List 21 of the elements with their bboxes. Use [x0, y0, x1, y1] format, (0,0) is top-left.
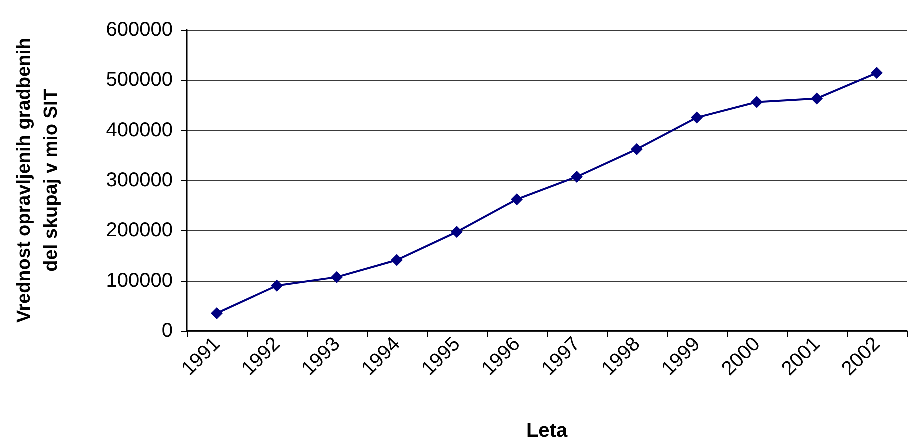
point	[571, 170, 583, 183]
point	[451, 226, 463, 238]
point	[391, 254, 403, 266]
point	[871, 67, 883, 80]
point	[691, 112, 703, 124]
y-tick-label: 300000	[106, 170, 173, 192]
y-tick-label: 100000	[106, 270, 173, 292]
y-tick-label: 600000	[106, 19, 173, 41]
y-tick-label: 0	[162, 320, 173, 342]
y-tick-label: 200000	[106, 220, 173, 242]
point	[211, 307, 223, 320]
y-tick-label: 500000	[106, 69, 173, 92]
point	[271, 280, 283, 292]
point	[751, 96, 763, 108]
point	[811, 92, 823, 105]
y-axis-title: Vrednost opravljenih gradbenih del skupaj v mio SIT	[14, 38, 62, 324]
x-axis-title: Leta	[526, 420, 568, 442]
point	[511, 194, 523, 206]
point	[331, 271, 343, 284]
point	[631, 143, 643, 156]
y-tick-label: 400000	[106, 119, 173, 142]
